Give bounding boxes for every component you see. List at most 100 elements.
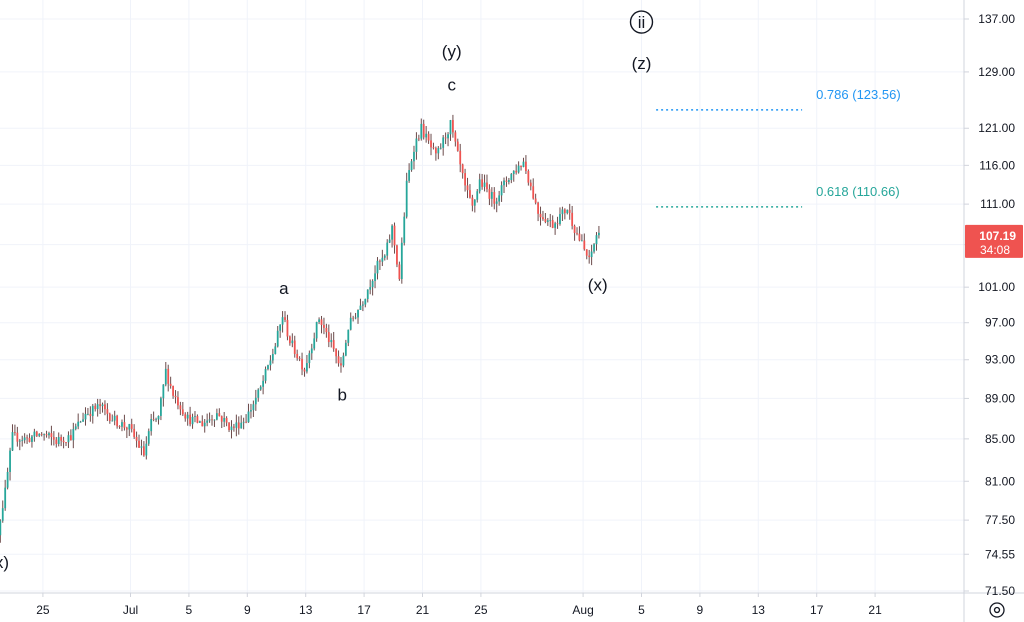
candle-body <box>138 440 140 448</box>
candle-body <box>43 434 46 435</box>
candle-body <box>408 170 411 181</box>
time-tick-label: 21 <box>416 603 430 617</box>
candle-body <box>393 225 396 246</box>
candle-body <box>527 171 530 183</box>
time-tick-label: 9 <box>697 603 704 617</box>
candle-body <box>286 319 289 337</box>
price-tick-label: 81.00 <box>985 474 1015 488</box>
candle-body <box>466 185 469 191</box>
price-tick-label: 93.00 <box>985 353 1015 367</box>
candle-body <box>464 173 466 186</box>
candle-body <box>45 434 48 436</box>
wave-labels-layer: (x) a b (y) c (x) (z) ii <box>0 10 654 572</box>
candle-body <box>123 422 126 428</box>
candle-body <box>113 415 116 421</box>
current-price-badge <box>965 224 1023 258</box>
candle-body <box>228 422 230 431</box>
time-tick-label: 13 <box>299 603 313 617</box>
candle-body <box>87 413 89 415</box>
time-tick-label: 5 <box>638 603 645 617</box>
candle-body <box>271 353 274 361</box>
time-tick-label: 25 <box>36 603 50 617</box>
candle-body <box>349 317 352 330</box>
candle-body <box>111 420 114 422</box>
candle-body <box>481 179 484 187</box>
candle-body <box>106 409 109 414</box>
price-tick-label: 97.00 <box>985 316 1015 330</box>
candle-body <box>38 433 41 436</box>
candle-body <box>447 134 449 139</box>
candle-body <box>354 317 357 319</box>
candle-body <box>301 358 303 370</box>
candle-body <box>191 416 194 425</box>
candle-body <box>62 440 65 443</box>
candle-body <box>142 446 145 456</box>
price-tick-label: 129.00 <box>978 65 1015 79</box>
candle-body <box>254 397 257 405</box>
candle-body <box>366 289 369 300</box>
time-tick-label: 17 <box>810 603 824 617</box>
candle-body <box>65 442 67 443</box>
wave-label: (y) <box>442 42 462 61</box>
candle-body <box>559 214 561 224</box>
wave-label: ii <box>638 13 646 32</box>
candle-body <box>208 419 211 421</box>
candle-body <box>89 413 92 417</box>
candle-body <box>50 433 53 438</box>
candle-body <box>96 404 99 410</box>
candle-body <box>583 240 586 250</box>
candle-body <box>422 123 425 138</box>
candle-body <box>55 439 58 444</box>
candle-body <box>561 209 564 215</box>
candle-body <box>371 280 374 288</box>
candle-body <box>203 422 206 427</box>
candle-body <box>425 133 428 138</box>
candle-body <box>225 417 228 423</box>
fib-layer: 0.786 (123.56) 0.618 (110.66) <box>656 87 901 208</box>
candle-body <box>306 363 308 372</box>
settings-icon-ring <box>989 602 1005 618</box>
fib-level-label: 0.618 (110.66) <box>816 184 900 199</box>
candle-body <box>288 336 291 344</box>
candle-body <box>52 437 55 440</box>
candle-body <box>279 324 282 331</box>
candle-body <box>486 182 488 190</box>
candle-body <box>240 422 243 429</box>
candle-body <box>374 273 376 281</box>
candle-body <box>461 164 464 174</box>
candle-body <box>79 421 82 423</box>
candle-body <box>359 305 362 310</box>
candle-body <box>218 413 221 417</box>
candle-body <box>303 369 306 372</box>
candle-body <box>298 358 301 359</box>
candle-body <box>162 384 165 399</box>
candle-body <box>293 340 296 354</box>
candle-body <box>490 192 493 199</box>
candle-body <box>57 437 60 444</box>
candle-body <box>172 385 174 396</box>
candle-body <box>211 419 213 421</box>
candle-body <box>534 198 537 203</box>
candle-body <box>67 435 70 443</box>
candle-body <box>590 251 593 258</box>
candle-body <box>510 174 513 181</box>
candle-body <box>588 255 591 258</box>
candle-body <box>593 244 595 252</box>
candle-body <box>140 446 143 448</box>
candle-body <box>94 405 97 410</box>
candle-body <box>184 414 187 419</box>
candle-body <box>388 239 391 243</box>
candle-body <box>74 426 77 430</box>
candle-body <box>150 419 153 432</box>
settings-icon[interactable] <box>989 602 1005 618</box>
candle-body <box>563 209 566 214</box>
candle-body <box>495 201 498 204</box>
time-tick-label: 13 <box>752 603 766 617</box>
candle-body <box>164 368 167 385</box>
candle-body <box>335 348 338 357</box>
candle-body <box>60 437 63 441</box>
candle-body <box>478 179 481 192</box>
wave-label: a <box>279 279 289 298</box>
